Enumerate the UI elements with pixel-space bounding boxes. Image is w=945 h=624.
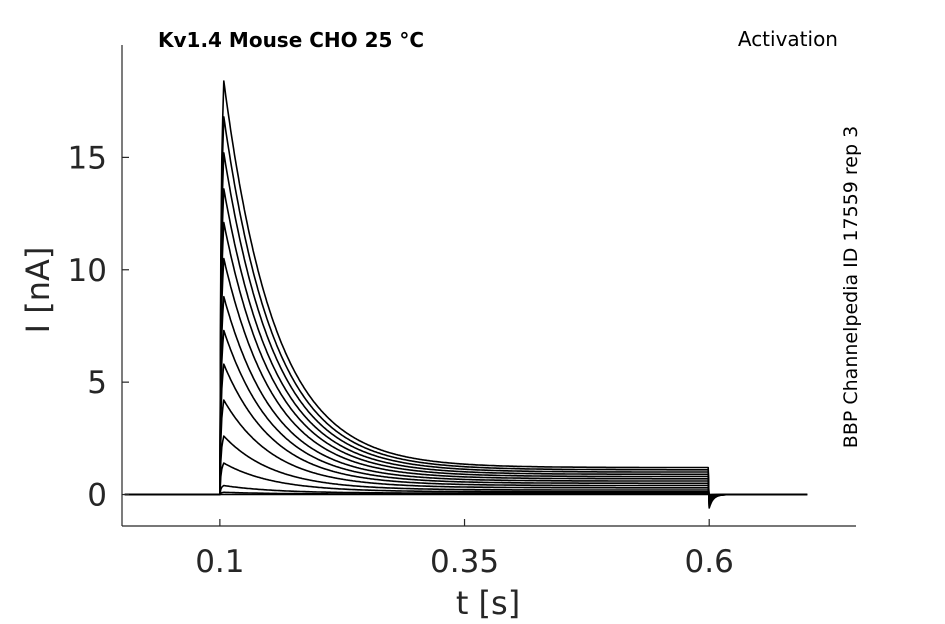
y-tick-label: 5 [87,365,107,401]
source-label: BBP Channelpedia ID 17559 rep 3 [840,126,862,448]
y-tick-label: 10 [68,253,107,289]
current-trace [124,80,808,509]
current-trace [124,435,808,498]
x-tick-label: 0.6 [685,544,734,580]
x-axis-label: t [s] [456,584,520,622]
current-trace [124,295,808,503]
y-axis-label: I [nA] [19,247,57,334]
x-axis-ticks: 0.1 0.35 0.6 [195,519,734,580]
current-trace [124,188,808,506]
current-traces [124,80,808,509]
x-tick-label: 0.35 [430,544,499,580]
current-trace [124,462,808,497]
y-axis-ticks: 0 5 10 15 [68,140,129,514]
chart-title: Kv1.4 Mouse CHO 25 °C [158,28,424,52]
current-trace [124,329,808,502]
current-trace [124,116,808,508]
y-tick-label: 0 [87,478,107,514]
x-tick-label: 0.1 [195,544,244,580]
current-trace [124,363,808,500]
y-tick-label: 15 [68,140,107,176]
current-trace [124,152,808,507]
protocol-label: Activation [738,27,838,51]
current-trace [124,484,808,497]
current-trace [124,221,808,505]
current-trace [124,399,808,499]
current-trace [124,257,808,504]
